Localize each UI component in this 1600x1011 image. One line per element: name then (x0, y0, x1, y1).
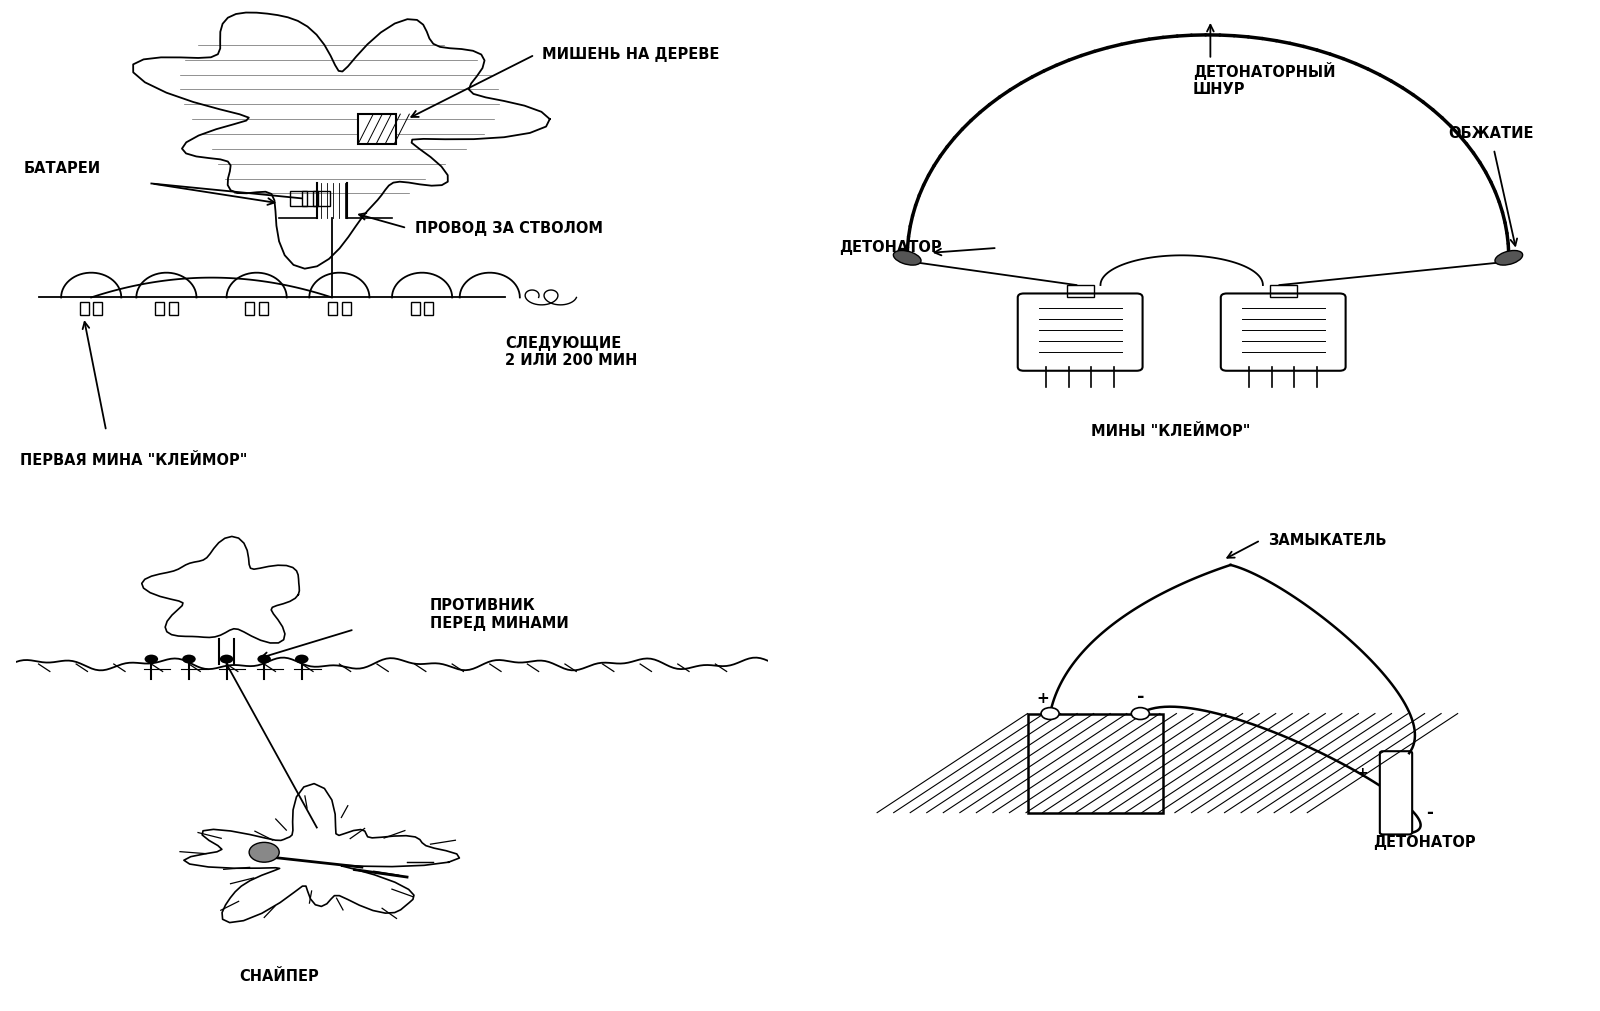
Text: БАТАРЕИ: БАТАРЕИ (24, 161, 101, 176)
FancyBboxPatch shape (1018, 293, 1142, 371)
Text: ДЕТОНАТОР: ДЕТОНАТОР (1373, 835, 1477, 850)
Text: -: - (1427, 804, 1434, 822)
Bar (168, 302, 178, 314)
Bar (155, 302, 165, 314)
FancyBboxPatch shape (1221, 293, 1346, 371)
Bar (342, 302, 350, 314)
Bar (245, 302, 254, 314)
Text: +: + (1357, 766, 1368, 780)
Bar (358, 114, 395, 144)
Bar (93, 302, 102, 314)
Bar (314, 191, 330, 206)
Text: ПРОТИВНИК
ПЕРЕД МИНАМИ: ПРОТИВНИК ПЕРЕД МИНАМИ (429, 599, 568, 631)
Circle shape (144, 654, 158, 663)
Text: -: - (1136, 688, 1144, 706)
Text: ДЕТОНАТОР: ДЕТОНАТОР (840, 241, 942, 256)
Bar (1027, 714, 1163, 813)
Text: ОБЖАТИЕ: ОБЖАТИЕ (1448, 126, 1534, 142)
Text: МИШЕНЬ НА ДЕРЕВЕ: МИШЕНЬ НА ДЕРЕВЕ (542, 48, 720, 63)
FancyBboxPatch shape (1379, 751, 1413, 834)
Text: СНАЙПЕР: СНАЙПЕР (240, 969, 318, 984)
Polygon shape (142, 537, 299, 643)
Ellipse shape (1494, 251, 1523, 265)
Bar (259, 302, 267, 314)
Circle shape (258, 654, 270, 663)
Circle shape (1042, 708, 1059, 720)
Bar (424, 302, 434, 314)
Circle shape (294, 654, 309, 663)
Bar (328, 302, 338, 314)
Bar (291, 191, 307, 206)
Text: ПРОВОД ЗА СТВОЛОМ: ПРОВОД ЗА СТВОЛОМ (414, 220, 603, 236)
Circle shape (182, 654, 195, 663)
Text: СЛЕДУЮЩИЕ
2 ИЛИ 200 МИН: СЛЕДУЮЩИЕ 2 ИЛИ 200 МИН (506, 336, 637, 368)
Text: МИНЫ "КЛЕЙМОР": МИНЫ "КЛЕЙМОР" (1091, 424, 1250, 439)
Circle shape (219, 654, 234, 663)
Circle shape (250, 842, 278, 862)
Bar (1067, 285, 1094, 297)
Polygon shape (133, 12, 550, 269)
Polygon shape (184, 784, 459, 923)
Bar (411, 302, 419, 314)
Text: +: + (1037, 692, 1050, 706)
Text: ПЕРВАЯ МИНА "КЛЕЙМОР": ПЕРВАЯ МИНА "КЛЕЙМОР" (19, 453, 246, 468)
Text: ЗАМЫКАТЕЛЬ: ЗАМЫКАТЕЛЬ (1269, 533, 1387, 548)
Bar (1270, 285, 1296, 297)
Bar (302, 191, 318, 206)
Ellipse shape (893, 251, 922, 265)
Circle shape (1131, 708, 1149, 720)
Bar (80, 302, 90, 314)
Text: ДЕТОНАТОРНЫЙ
ШНУР: ДЕТОНАТОРНЫЙ ШНУР (1194, 62, 1336, 97)
